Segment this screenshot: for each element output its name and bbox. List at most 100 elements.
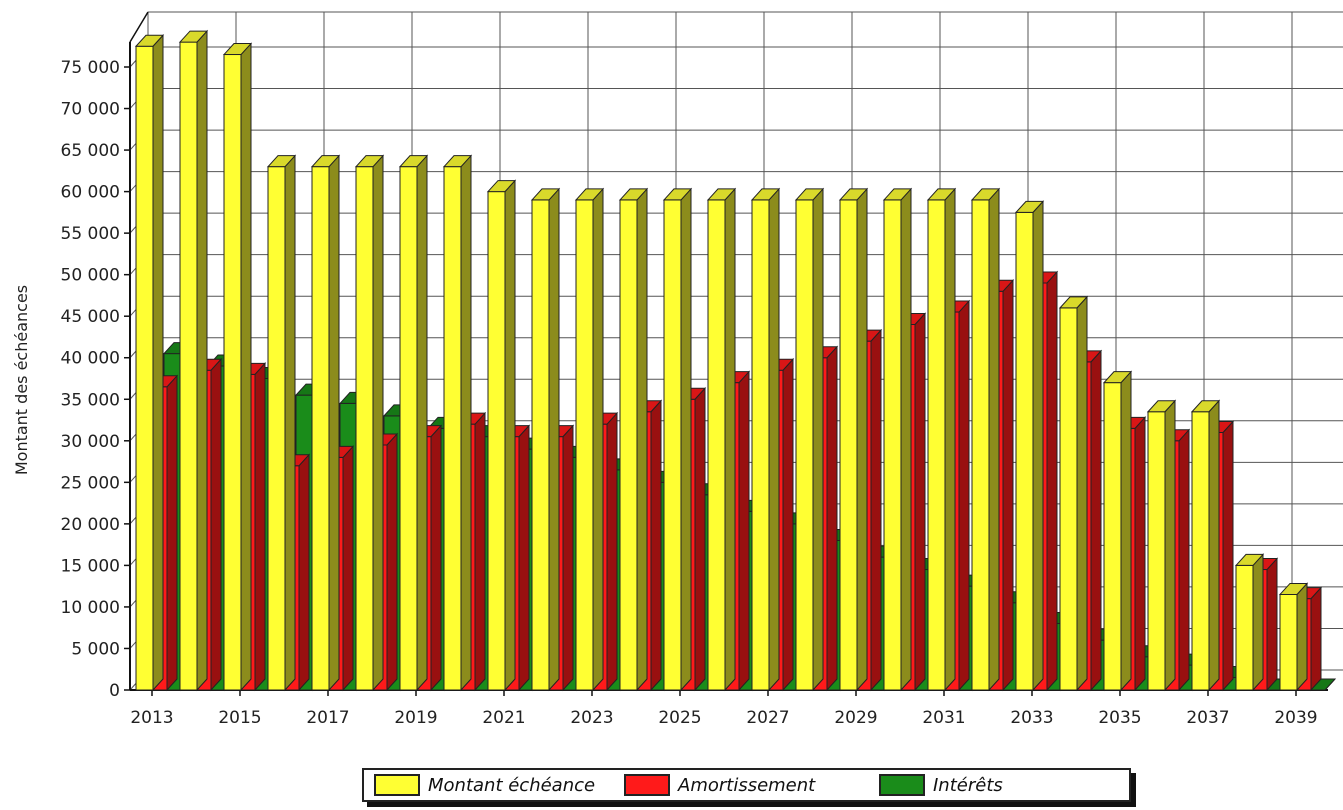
- bar-1-side: [870, 328, 882, 692]
- bar-1-side: [738, 370, 750, 692]
- bar-0-front: [443, 166, 462, 691]
- x-tick-label: 2039: [1274, 708, 1317, 728]
- y-tick-label: 50 000: [61, 266, 120, 286]
- bar-0-top: [1234, 553, 1265, 566]
- bar-0-top: [750, 188, 781, 201]
- bar-0-top: [354, 155, 385, 168]
- x-tick-label: 2025: [658, 708, 701, 728]
- bar-1-side: [650, 399, 662, 692]
- bar-1-side: [1134, 416, 1146, 692]
- bar-0-front: [707, 199, 726, 691]
- bar-0-top: [1102, 371, 1133, 384]
- y-tick-label: 65 000: [61, 141, 120, 161]
- bar-0-top: [442, 155, 473, 168]
- bar-1-side: [166, 374, 178, 692]
- bar-0-top: [1146, 400, 1177, 413]
- bar-0-top: [882, 188, 913, 201]
- bar-0-side: [240, 42, 252, 692]
- bar-0-side: [152, 33, 164, 692]
- bar-0-side: [1208, 399, 1220, 692]
- bar-0-top: [178, 30, 209, 43]
- bar-0-front: [1279, 593, 1298, 691]
- x-tick-label: 2019: [394, 708, 437, 728]
- bar-0-top: [530, 188, 561, 201]
- bar-1-side: [386, 432, 398, 692]
- x-tick-label: 2035: [1098, 708, 1141, 728]
- bar-0-front: [575, 199, 594, 691]
- bar-0-front: [1015, 211, 1034, 691]
- bar-0-side: [1164, 399, 1176, 692]
- bar-0-top: [838, 188, 869, 201]
- y-tick-label: 5 000: [71, 639, 120, 659]
- y-tick-label: 25 000: [61, 473, 120, 493]
- bar-0-front: [1147, 411, 1166, 691]
- bar-0-front: [927, 199, 946, 691]
- legend-swatch-interets: [879, 774, 925, 796]
- bar-0-top: [134, 34, 165, 47]
- bar-0-top: [794, 188, 825, 201]
- bar-0-side: [460, 154, 472, 692]
- bar-0-side: [812, 187, 824, 692]
- bar-0-side: [1296, 582, 1308, 692]
- bar-1-side: [562, 424, 574, 692]
- bar-0-side: [196, 29, 208, 692]
- bar-1-side: [606, 411, 618, 692]
- legend-label-amortissement: Amortissement: [678, 774, 816, 796]
- bar-0-side: [1032, 200, 1044, 692]
- bar-1-side: [254, 362, 266, 692]
- y-tick-label: 10 000: [61, 598, 120, 618]
- bar-0-top: [926, 188, 957, 201]
- bar-1-side: [518, 424, 530, 692]
- legend-label-montant: Montant échéance: [428, 774, 596, 796]
- bar-0-side: [372, 154, 384, 692]
- bar-1-side: [694, 386, 706, 692]
- bar-1-side: [474, 411, 486, 692]
- y-tick-label: 70 000: [61, 100, 120, 120]
- bar-1-side: [210, 357, 222, 692]
- bar-1-side: [826, 345, 838, 692]
- bar-0-side: [548, 187, 560, 692]
- bar-0-side: [1076, 295, 1088, 692]
- bar-0-side: [504, 179, 516, 692]
- bar-0-top: [662, 188, 693, 201]
- bar-0-top: [398, 155, 429, 168]
- bar-1-side: [1266, 557, 1278, 692]
- bar-0-side: [328, 154, 340, 692]
- bar-0-front: [487, 191, 506, 691]
- bar-1-side: [1046, 270, 1058, 692]
- bar-0-side: [1252, 553, 1264, 692]
- y-tick-label: 75 000: [61, 58, 120, 78]
- x-tick-label: 2033: [1010, 708, 1053, 728]
- bar-0-top: [1278, 582, 1309, 595]
- y-tick-label: 0: [109, 681, 120, 701]
- y-tick-label: 15 000: [61, 556, 120, 576]
- legend-item-amortissement: Amortissement: [614, 770, 869, 800]
- bar-0-top: [618, 188, 649, 201]
- bar-1-side: [914, 312, 926, 692]
- legend-swatch-montant: [374, 774, 420, 796]
- x-tick-label: 2023: [570, 708, 613, 728]
- bar-0-top: [574, 188, 605, 201]
- bar-0-top: [1014, 200, 1045, 213]
- bar-0-top: [706, 188, 737, 201]
- x-tick-label: 2037: [1186, 708, 1229, 728]
- bar-0-front: [1191, 411, 1210, 691]
- bar-1-side: [1310, 586, 1322, 692]
- bar-0-side: [856, 187, 868, 692]
- y-tick-label: 55 000: [61, 224, 120, 244]
- bar-0-top: [266, 155, 297, 168]
- bar-0-side: [724, 187, 736, 692]
- bar-0-front: [751, 199, 770, 691]
- bar-0-top: [1190, 400, 1221, 413]
- bar-0-side: [636, 187, 648, 692]
- bar-0-top: [1058, 296, 1089, 309]
- bar-0-front: [531, 199, 550, 691]
- bar-0-front: [1235, 564, 1254, 691]
- bar-1-side: [1222, 420, 1234, 692]
- bar-1-side: [1178, 428, 1190, 692]
- x-tick-label: 2015: [218, 708, 261, 728]
- bar-0-side: [284, 154, 296, 692]
- bar-1-side: [298, 453, 310, 692]
- bar-0-front: [795, 199, 814, 691]
